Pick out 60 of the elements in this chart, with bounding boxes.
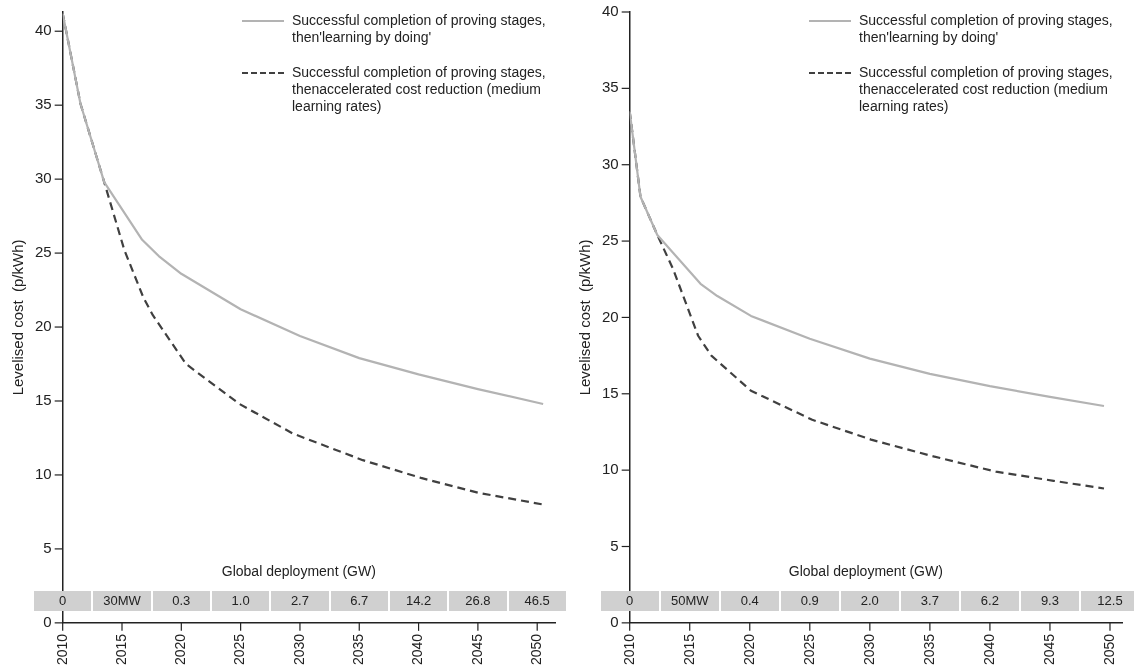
x-tick-label: 2040 (980, 633, 997, 666)
annotation: 0.9 (780, 590, 839, 611)
annotation: 26.8 (449, 590, 507, 611)
x-tick-label: 2015 (112, 633, 129, 666)
annotation: 2.0 (840, 590, 899, 611)
annotation: Global deployment (GW) (788, 562, 943, 579)
y-tick-label: 40 (35, 21, 52, 39)
x-tick-label: 2020 (740, 633, 757, 666)
x-tick-label: 2045 (1040, 633, 1057, 666)
legend-label: Successful completion of proving stages, then'learning by doing' (292, 12, 547, 46)
annotation: 14.2 (389, 590, 448, 611)
x-tick-label: 2040 (409, 633, 426, 666)
annotation: 0.4 (720, 590, 779, 611)
legend-label: Successful completion of proving stages, then'learning by doing' (859, 12, 1114, 46)
annotation: Global deployment (GW) (221, 562, 376, 579)
y-axis-title: Levelised cost (p/kWh) (576, 239, 594, 396)
y-tick-label: 25 (35, 243, 52, 261)
x-tick-label: 2030 (290, 633, 307, 666)
annotation: 12.5 (1080, 590, 1134, 611)
annotation: 9.3 (1020, 590, 1079, 611)
y-tick-label: 35 (602, 78, 619, 96)
legend-label: Successful completion of proving stages, thenaccelerated cost reduction (medium learning rates) (859, 64, 1114, 115)
y-tick-label: 15 (35, 391, 52, 409)
x-tick-label: 2030 (860, 633, 877, 666)
y-tick-label: 5 (43, 539, 52, 557)
y-tick-label: 30 (35, 169, 52, 187)
x-tick-label: 2025 (231, 633, 248, 666)
y-tick-label: 20 (35, 317, 52, 335)
y-tick-label: 40 (602, 2, 619, 20)
y-tick-label: 20 (602, 307, 619, 325)
annotation: 2.7 (271, 590, 329, 611)
annotation: 50MW (660, 590, 719, 611)
y-tick-label: 25 (602, 231, 619, 249)
x-tick-label: 2025 (800, 633, 817, 666)
y-tick-label: 0 (43, 613, 52, 630)
y-tick-label: 5 (610, 536, 619, 554)
annotation: 6.7 (330, 590, 388, 611)
x-tick-label: 2045 (468, 633, 485, 666)
legend-label: Successful completion of proving stages, thenaccelerated cost reduction (medium learning rates) (292, 64, 547, 115)
annotation: 1.0 (211, 590, 270, 611)
x-tick-label: 2050 (528, 633, 545, 666)
annotation: 46.5 (508, 590, 566, 611)
y-tick-label: 10 (602, 460, 619, 478)
x-tick-label: 2035 (350, 633, 367, 666)
x-tick-label: 2015 (680, 633, 697, 666)
y-tick-label: 30 (602, 154, 619, 172)
annotation: 6.2 (960, 590, 1019, 611)
y-axis-title: Levelised cost (p/kWh) (9, 239, 27, 396)
y-tick-label: 0 (610, 613, 619, 630)
y-tick-label: 35 (35, 95, 52, 113)
x-tick-label: 2050 (1100, 633, 1117, 666)
y-tick-label: 10 (35, 465, 52, 483)
annotation: 3.7 (900, 590, 959, 611)
annotation: 30MW (93, 590, 151, 611)
x-tick-label: 2020 (172, 633, 189, 666)
annotation: 0.3 (152, 590, 210, 611)
x-tick-label: 2010 (53, 633, 70, 666)
x-tick-label: 2010 (620, 633, 637, 666)
y-tick-label: 15 (602, 383, 619, 401)
x-tick-label: 2035 (920, 633, 937, 666)
